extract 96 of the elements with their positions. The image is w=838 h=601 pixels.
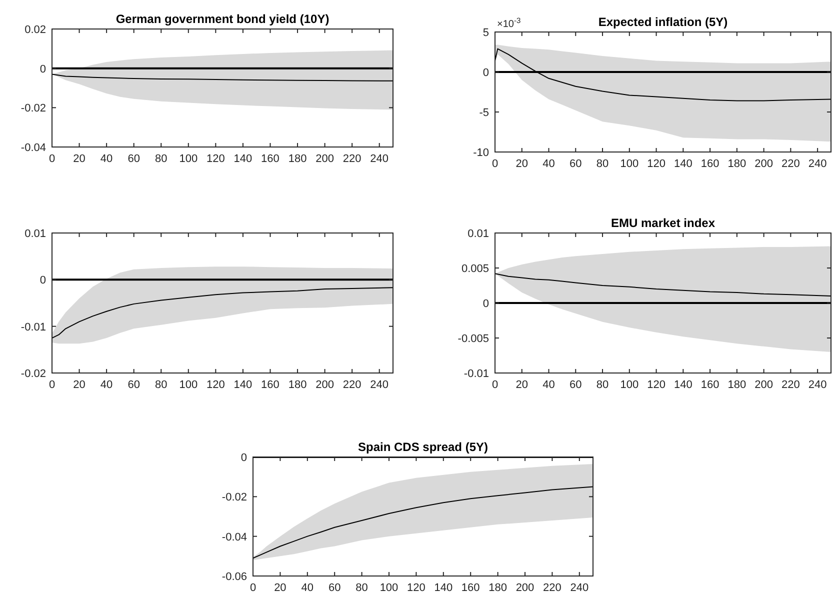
line-series bbox=[52, 287, 393, 338]
x-tick-label: 220 bbox=[782, 158, 800, 170]
x-tick-label: 160 bbox=[700, 158, 720, 170]
y-tick-label: -0.005 bbox=[458, 333, 489, 345]
x-tick-label: 140 bbox=[434, 582, 453, 594]
x-tick-label: 240 bbox=[808, 379, 827, 391]
x-tick-label: 200 bbox=[754, 158, 773, 170]
x-tick-label: 40 bbox=[100, 153, 113, 165]
y-tick-label: 0.01 bbox=[468, 228, 489, 240]
x-tick-label: 80 bbox=[596, 379, 609, 391]
x-tick-label: 80 bbox=[596, 158, 609, 170]
x-tick-label: 100 bbox=[179, 379, 198, 391]
x-tick-label: 200 bbox=[316, 153, 334, 165]
x-tick-label: 20 bbox=[73, 153, 86, 165]
x-tick-label: 180 bbox=[288, 379, 307, 391]
y-tick-label: -0.02 bbox=[20, 368, 46, 380]
chart-title: Expected inflation (5Y) bbox=[598, 15, 728, 29]
y-tick-label: -10 bbox=[473, 147, 489, 159]
y-tick-label: 0.01 bbox=[24, 228, 46, 240]
x-tick-label: 80 bbox=[356, 582, 368, 594]
y-tick-label: 0 bbox=[240, 452, 247, 464]
x-tick-label: 40 bbox=[301, 582, 314, 594]
y-tick-label: -0.01 bbox=[464, 368, 489, 380]
x-tick-label: 100 bbox=[620, 379, 639, 391]
x-tick-label: 100 bbox=[620, 158, 639, 170]
line-series bbox=[253, 486, 593, 559]
y-tick-label: 0.02 bbox=[24, 24, 46, 36]
y-tick-label: -0.01 bbox=[20, 321, 46, 334]
x-tick-label: 40 bbox=[542, 158, 555, 170]
x-tick-label: 60 bbox=[570, 158, 582, 170]
x-tick-label: 120 bbox=[407, 582, 426, 594]
x-tick-label: 140 bbox=[674, 158, 692, 170]
x-tick-label: 240 bbox=[570, 582, 589, 594]
x-tick-label: 180 bbox=[728, 158, 746, 170]
x-tick-label: 60 bbox=[128, 379, 140, 391]
chart-title: German government bond yield (10Y) bbox=[116, 12, 330, 26]
chart-title: Spain CDS spread (5Y) bbox=[358, 440, 488, 454]
x-tick-label: 100 bbox=[380, 582, 398, 594]
x-tick-label: 120 bbox=[647, 158, 666, 170]
x-tick-label: 0 bbox=[492, 379, 498, 391]
x-tick-label: 40 bbox=[100, 379, 113, 391]
x-tick-label: 20 bbox=[516, 158, 528, 170]
x-tick-label: 0 bbox=[250, 582, 256, 594]
x-tick-label: 40 bbox=[542, 379, 555, 391]
line-series bbox=[52, 74, 393, 82]
x-tick-label: 0 bbox=[48, 379, 56, 391]
y-tick-label: 0 bbox=[40, 63, 46, 76]
x-tick-label: 60 bbox=[570, 379, 582, 391]
y-tick-label: 0 bbox=[482, 298, 489, 310]
y-tick-label: 5 bbox=[482, 27, 489, 39]
x-tick-label: 100 bbox=[179, 153, 198, 165]
x-tick-label: 140 bbox=[674, 379, 692, 391]
x-tick-label: 80 bbox=[154, 153, 168, 165]
chart-title: EMU market index bbox=[610, 216, 716, 230]
x-tick-label: 220 bbox=[782, 379, 800, 391]
x-tick-label: 220 bbox=[342, 379, 362, 391]
y-tick-label: -0.04 bbox=[20, 142, 46, 154]
x-tick-label: 220 bbox=[543, 582, 562, 594]
y-tick-label: -0.02 bbox=[222, 492, 247, 504]
x-tick-label: 180 bbox=[728, 379, 746, 391]
y-tick-label: 0 bbox=[40, 274, 46, 287]
y-tick-label: -0.04 bbox=[222, 531, 247, 544]
y-tick-label: -0.06 bbox=[222, 571, 247, 583]
x-tick-label: 160 bbox=[700, 379, 720, 391]
x-tick-label: 180 bbox=[288, 153, 307, 165]
x-tick-label: 240 bbox=[808, 158, 827, 170]
x-tick-label: 160 bbox=[261, 379, 280, 391]
y-tick-label: -0.02 bbox=[20, 102, 46, 115]
x-tick-label: 20 bbox=[516, 379, 528, 391]
x-tick-label: 220 bbox=[342, 153, 362, 165]
x-tick-label: 80 bbox=[154, 379, 168, 391]
x-tick-label: 140 bbox=[234, 153, 252, 165]
line-series bbox=[495, 48, 831, 102]
x-tick-label: 20 bbox=[73, 379, 86, 391]
x-tick-label: 160 bbox=[261, 153, 280, 165]
x-tick-label: 0 bbox=[492, 158, 498, 170]
y-tick-label: 0 bbox=[482, 67, 489, 79]
x-tick-label: 120 bbox=[206, 379, 225, 391]
text: ×10$^{-3}$ bbox=[497, 16, 521, 30]
x-tick-label: 200 bbox=[316, 379, 334, 391]
x-tick-label: 120 bbox=[206, 153, 225, 165]
y-tick-label: 0.005 bbox=[461, 263, 489, 275]
x-tick-label: 180 bbox=[488, 582, 507, 594]
x-tick-label: 140 bbox=[234, 379, 252, 391]
x-tick-label: 60 bbox=[128, 153, 140, 165]
x-tick-label: 240 bbox=[370, 379, 389, 391]
line-series bbox=[495, 273, 831, 296]
y-tick-label: -5 bbox=[479, 107, 489, 119]
x-tick-label: 60 bbox=[328, 582, 341, 594]
x-tick-label: 20 bbox=[274, 582, 286, 594]
x-tick-label: 200 bbox=[516, 582, 534, 594]
x-tick-label: 240 bbox=[370, 153, 389, 165]
x-tick-label: 0 bbox=[48, 153, 56, 165]
x-tick-label: 120 bbox=[647, 379, 666, 391]
x-tick-label: 200 bbox=[754, 379, 773, 391]
x-tick-label: 160 bbox=[461, 582, 480, 594]
